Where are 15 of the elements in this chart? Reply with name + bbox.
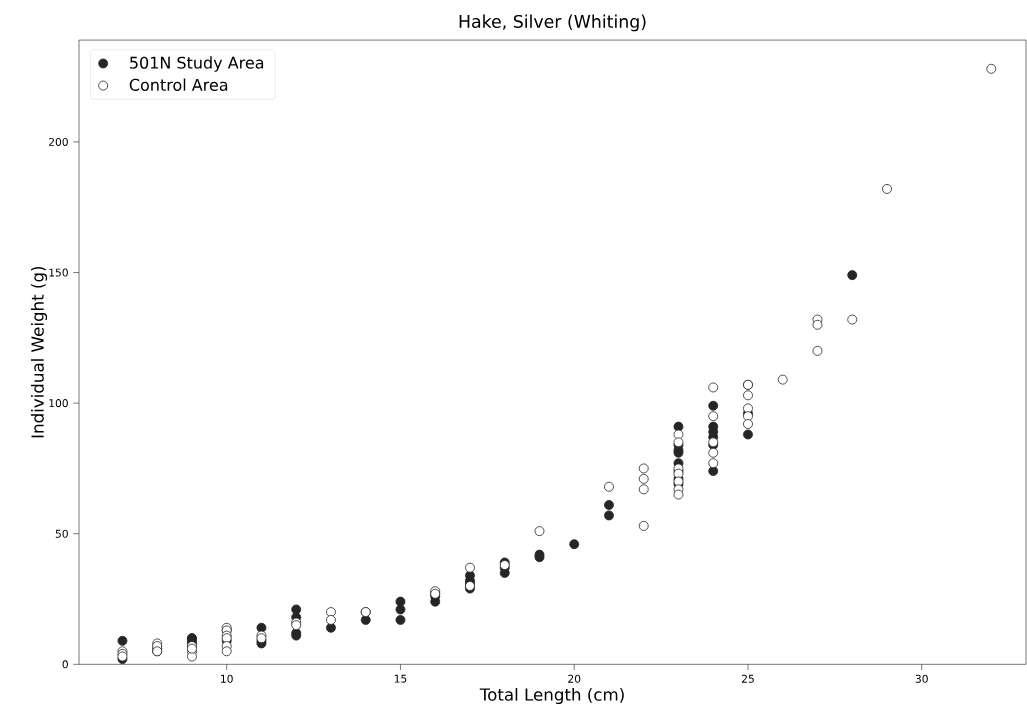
legend-label: 501N Study Area [130, 56, 264, 72]
x-tick-label: 10 [221, 674, 233, 683]
y-tick-label: 50 [55, 529, 68, 538]
y-axis-title: Individual Weight (g) [30, 266, 48, 438]
y-tick-label: 200 [49, 137, 68, 146]
x-axis-title: Total Length (cm) [479, 687, 624, 705]
x-tick-label: 25 [741, 674, 754, 683]
y-tick-label: 0 [62, 660, 68, 669]
y-tick-label: 100 [49, 399, 68, 408]
chart-title: Hake, Silver (Whiting) [459, 14, 646, 32]
x-tick-label: 20 [568, 674, 581, 683]
legend-label: Control Area [129, 78, 228, 91]
y-tick-label: 150 [49, 268, 68, 277]
x-tick-label: 30 [915, 674, 928, 683]
x-tick-label: 15 [394, 674, 407, 683]
